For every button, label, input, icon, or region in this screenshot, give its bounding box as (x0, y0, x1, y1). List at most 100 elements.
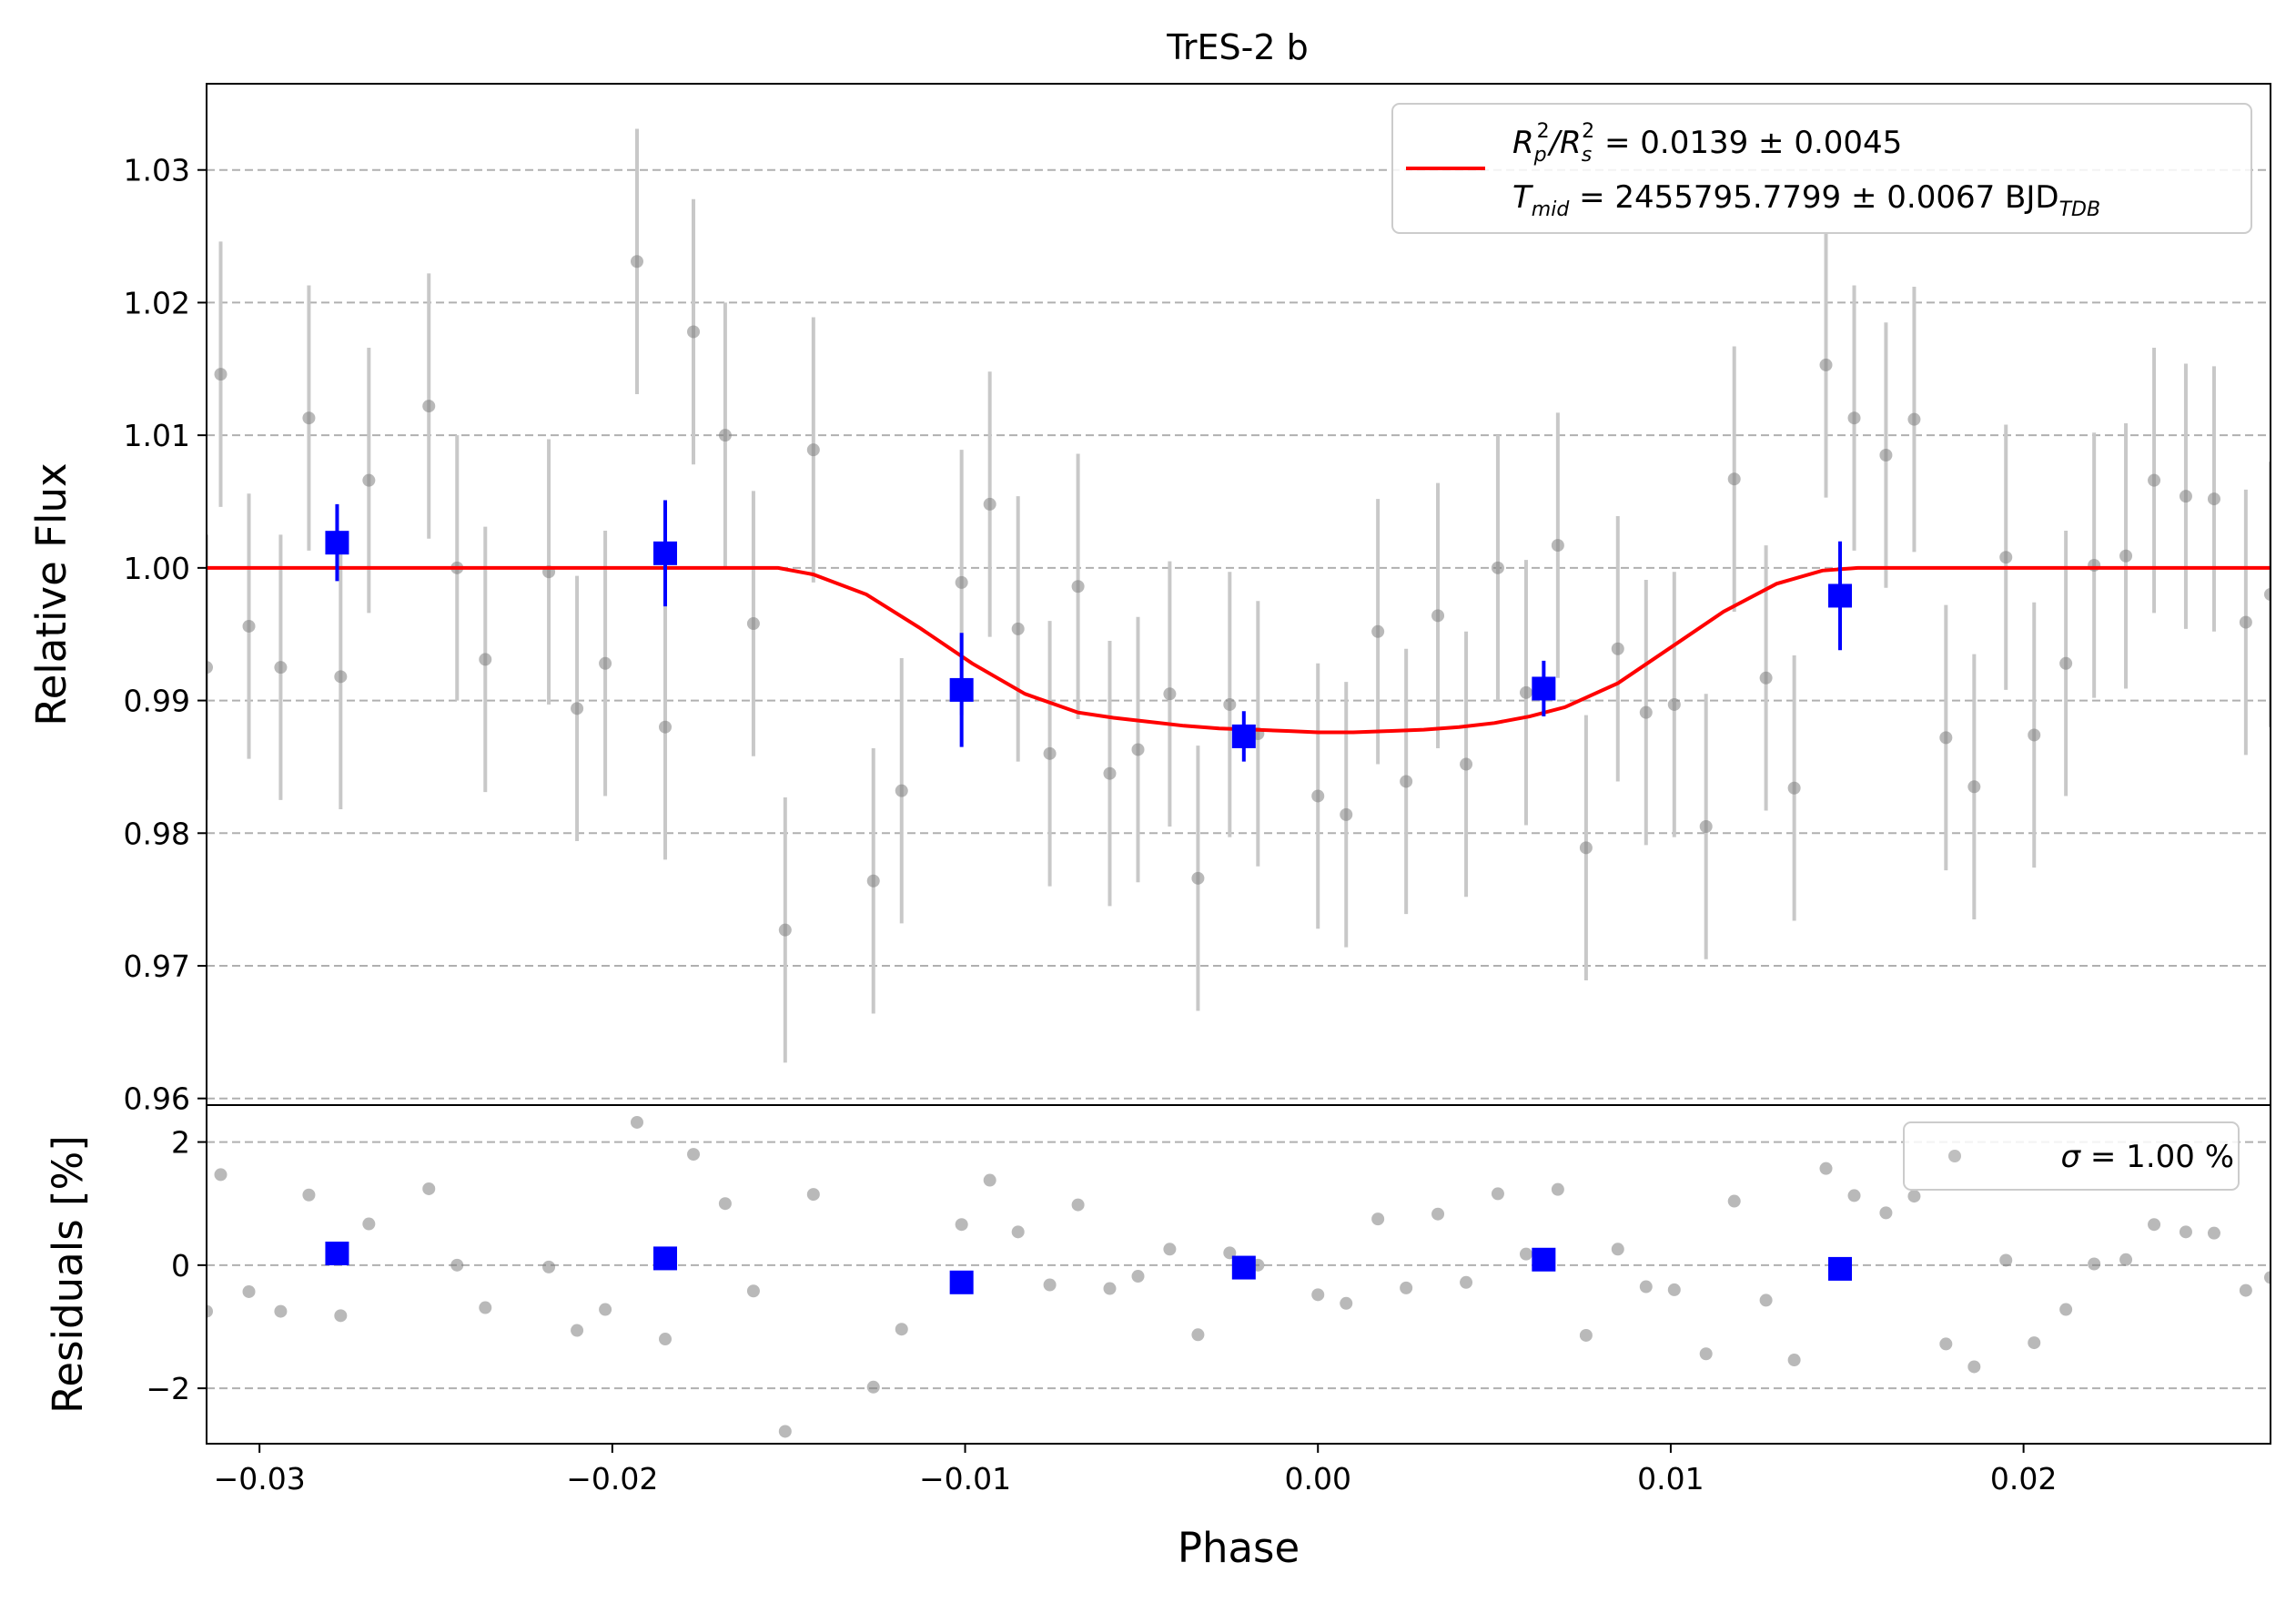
flux-y-tick-label: 0.96 (124, 1081, 190, 1117)
flux-panel: 0.96 0.97 0.98 0.99 1.00 1.01 1.02 1.03 Relativ… (27, 83, 2271, 1117)
flux-point (1340, 807, 1353, 821)
residual-point (866, 1380, 880, 1394)
binned-residual-point (1231, 1255, 1256, 1280)
residual-point (1043, 1278, 1057, 1292)
flux-point (422, 400, 436, 413)
residuals-legend-box (1903, 1121, 2240, 1191)
flux-point (479, 653, 492, 666)
flux-point (1639, 705, 1653, 719)
transit-model-line (207, 565, 2271, 735)
residual-point (2119, 1253, 2133, 1266)
residual-point (630, 1115, 643, 1129)
legend-depth-label: Rp2/Rs2 = 0.0139 ± 0.0045 (1512, 120, 1902, 167)
legend-tmid-label: Tmid = 2455795.7799 ± 0.0067 BJDTDB (1512, 179, 2100, 221)
flux-point (1699, 820, 1713, 833)
binned-flux-point (325, 531, 349, 555)
flux-point (1460, 757, 1473, 771)
residuals-y-ticks: −2 0 2 (146, 1125, 207, 1406)
flux-point (334, 670, 348, 684)
binned-residual-point (1828, 1256, 1853, 1281)
residual-point (1787, 1354, 1801, 1367)
flux-point (1223, 697, 1237, 711)
binned-flux-points (325, 500, 1853, 762)
residual-point (2148, 1218, 2161, 1232)
residual-point (274, 1304, 288, 1318)
flux-y-tick-label: 1.02 (124, 285, 190, 320)
residual-point (687, 1148, 701, 1162)
residual-point (2239, 1283, 2252, 1297)
residuals-y-tick-label: −2 (146, 1371, 190, 1406)
residual-point (1907, 1190, 1921, 1203)
flux-point (1371, 624, 1385, 638)
residual-point (718, 1197, 732, 1211)
binned-flux-point (1828, 583, 1853, 608)
residual-point (1371, 1212, 1385, 1226)
unbinned-flux-points (207, 128, 2271, 1063)
residual-point (1103, 1282, 1117, 1295)
flux-point (1191, 871, 1205, 885)
residual-point (1727, 1194, 1741, 1208)
residual-point (207, 1304, 213, 1318)
flux-point (2059, 656, 2073, 670)
residual-point (1311, 1288, 1325, 1302)
residual-point (479, 1301, 492, 1314)
binned-residual-point (1532, 1247, 1556, 1272)
residual-point (1340, 1296, 1353, 1310)
phase-x-tick-label: 0.01 (1637, 1461, 1704, 1496)
residual-point (1400, 1281, 1413, 1294)
flux-point (1967, 780, 1981, 794)
flux-point (1667, 697, 1681, 711)
residual-point (1879, 1206, 1893, 1220)
flux-y-tick-label: 1.00 (124, 551, 190, 586)
chart-title: TrES-2 b (1166, 27, 1308, 67)
unbinned-residual-points (207, 1115, 2271, 1438)
flux-point (1491, 561, 1504, 574)
residuals-y-tick-label: 0 (171, 1248, 190, 1283)
flux-point (2207, 492, 2220, 506)
flux-point (214, 368, 228, 381)
flux-point (983, 497, 996, 511)
flux-point (1431, 609, 1445, 623)
flux-point (1131, 743, 1145, 756)
flux-point (687, 325, 701, 339)
residual-point (1667, 1283, 1681, 1296)
phase-x-tick-label: 0.00 (1284, 1461, 1350, 1496)
phase-x-ticks: −0.03 −0.02 −0.01 0.00 0.01 0.02 (214, 1444, 2057, 1496)
residual-point (659, 1333, 672, 1346)
residual-point (599, 1303, 612, 1316)
flux-point (2119, 549, 2133, 563)
flux-point (718, 429, 732, 442)
residual-point (422, 1182, 436, 1195)
flux-y-tick-label: 0.99 (124, 684, 190, 719)
flux-point (1727, 472, 1741, 486)
flux-point (1551, 539, 1564, 553)
flux-point (1071, 580, 1085, 594)
phase-x-tick-label: −0.03 (214, 1461, 306, 1496)
flux-point (2148, 473, 2161, 487)
flux-point (2239, 615, 2252, 629)
flux-point (1907, 412, 1921, 426)
residual-point (542, 1260, 556, 1273)
flux-y-tick-label: 0.98 (124, 816, 190, 851)
residuals-axes-frame (206, 1104, 2271, 1445)
residuals-panel: −2 0 2 −0.03 −0.02 −0.01 0.00 0.01 0.02 Residua… (44, 1104, 2271, 1572)
residuals-y-tick-label: 2 (171, 1125, 190, 1161)
flux-point (1103, 766, 1117, 780)
flux-point (1847, 411, 1861, 425)
flux-y-axis-label: Relative Flux (27, 462, 76, 725)
flux-point (2264, 588, 2271, 601)
residual-point (450, 1258, 464, 1272)
residuals-y-axis-label: Residuals [%] (44, 1135, 92, 1414)
flux-point (659, 720, 672, 734)
flux-legend: Rp2/Rs2 = 0.0139 ± 0.0045 Tmid = 2455795… (1391, 103, 2252, 234)
residual-point (778, 1425, 792, 1438)
flux-point (1999, 551, 2013, 564)
legend-residual-marker (1948, 1150, 1961, 1162)
residuals-legend: σ = 1.00 % (1903, 1121, 2240, 1191)
flux-point (362, 473, 376, 487)
flux-point (571, 702, 584, 715)
binned-residual-points (325, 1242, 1853, 1294)
flux-point (302, 411, 316, 425)
residual-point (1163, 1243, 1177, 1256)
